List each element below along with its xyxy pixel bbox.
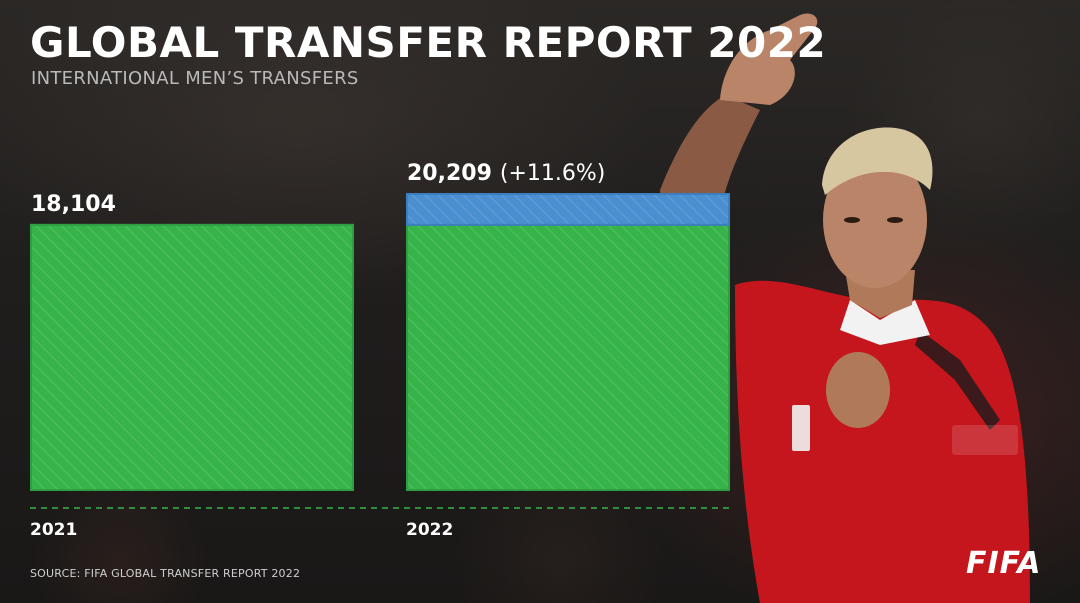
value-label-2021: 18,104 bbox=[31, 192, 116, 217]
change-label-2022: (+11.6%) bbox=[500, 161, 606, 186]
bar-hatch-2022-increase bbox=[406, 193, 730, 226]
category-label-2021: 2021 bbox=[30, 520, 77, 540]
fifa-logo: FIFA bbox=[966, 546, 1042, 581]
value-number-2021: 18,104 bbox=[31, 192, 116, 217]
bar-hatch-2021 bbox=[30, 223, 354, 491]
value-label-2022: 20,209 (+11.6%) bbox=[407, 161, 605, 186]
category-label-2022: 2022 bbox=[406, 520, 453, 540]
source-note: SOURCE: FIFA GLOBAL TRANSFER REPORT 2022 bbox=[30, 567, 301, 580]
value-number-2022: 20,209 bbox=[407, 161, 492, 186]
bar-hatch-2022-base bbox=[406, 223, 730, 491]
page-title: GLOBAL TRANSFER REPORT 2022 bbox=[30, 18, 827, 67]
page-subtitle: INTERNATIONAL MEN’S TRANSFERS bbox=[31, 68, 359, 89]
